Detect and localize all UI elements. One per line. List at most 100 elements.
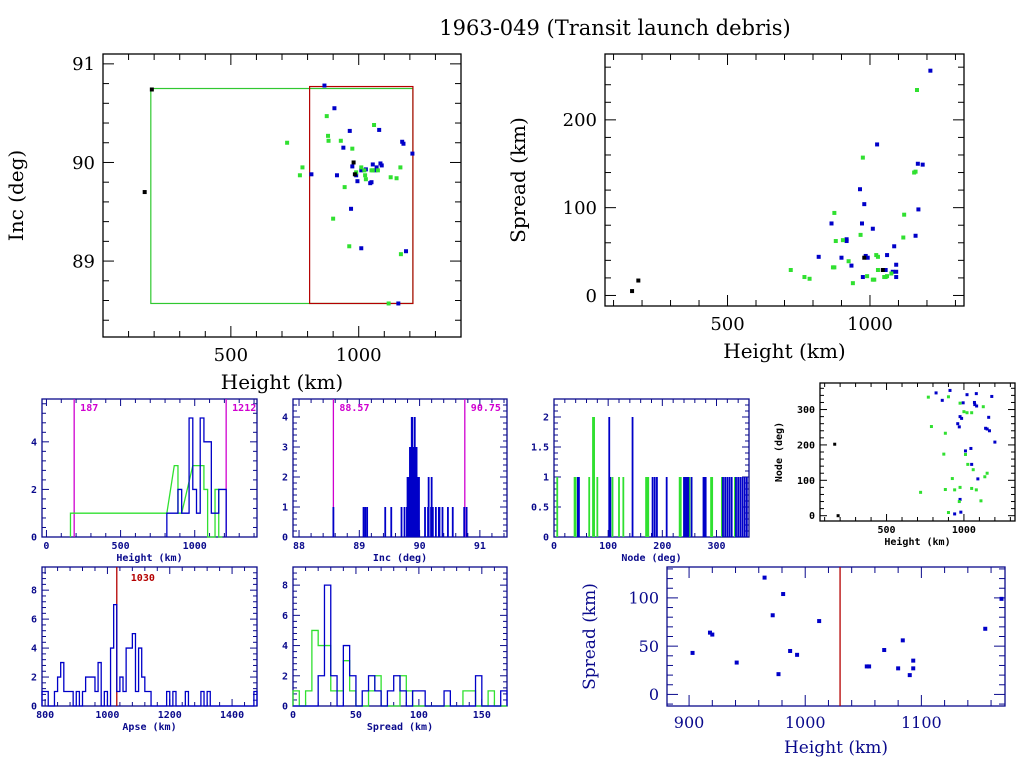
data-point-green — [297, 173, 302, 178]
data-point-green — [943, 431, 947, 435]
histogram-bar-green — [592, 417, 594, 537]
y-tick-label: 4 — [31, 437, 37, 448]
histogram-bar-blue — [653, 477, 656, 537]
histogram-bar-green — [618, 477, 620, 537]
x-tick-label: 500 — [710, 314, 744, 335]
histogram-bar-green — [573, 477, 576, 537]
y-tick-label: 6 — [282, 611, 288, 622]
data-point-blue — [322, 83, 327, 88]
y-tick-label: 0 — [31, 533, 37, 544]
data-point-green — [370, 168, 375, 173]
x-tick-label: 1000 — [952, 525, 976, 536]
data-point-blue — [975, 404, 979, 408]
plot-frame — [666, 566, 1006, 707]
data-point-green — [985, 471, 989, 475]
data-point-blue — [690, 650, 695, 655]
y-tick-label: 1 — [543, 473, 549, 484]
histogram-bar-green — [679, 477, 682, 537]
data-point-blue — [920, 162, 925, 167]
data-point-green — [958, 401, 962, 405]
x-tick-label: 1000 — [847, 314, 893, 335]
histogram-bar-blue — [724, 477, 727, 537]
spread-histogram: 0 50 100 150 0 2 4 6 8 Spread (km) — [282, 566, 508, 733]
y-tick-label: 1.5 — [531, 443, 549, 454]
marker-label: 1030 — [131, 573, 155, 584]
histogram-bar-blue — [390, 507, 393, 537]
spread-vs-height-zoom-plot: 900 1000 1100 0 50 100 Height (km) Spread (km) — [580, 566, 1006, 758]
histogram-bar-blue — [684, 477, 686, 537]
data-point-green — [970, 411, 974, 415]
data-point-blue — [885, 253, 890, 258]
y-tick-label: 0 — [543, 533, 549, 544]
y-axis-label: Spread (km) — [506, 117, 530, 243]
data-point-blue — [896, 666, 901, 671]
data-point-green — [983, 475, 987, 479]
histogram-bar-blue — [463, 507, 466, 537]
data-point-green — [802, 275, 807, 280]
x-axis-label: Height (km) — [723, 339, 845, 363]
histogram-blue — [41, 603, 258, 707]
data-point-green — [965, 411, 969, 415]
histogram-bar-blue — [739, 477, 742, 537]
data-point-green — [885, 274, 890, 279]
data-point-green — [363, 177, 368, 182]
plot-frame — [102, 53, 462, 338]
data-point-blue — [953, 512, 957, 516]
histogram-bar-blue — [685, 477, 688, 537]
data-point-green — [832, 265, 837, 270]
data-point-blue — [915, 161, 920, 166]
data-point-green — [962, 410, 966, 414]
data-point-blue — [957, 425, 961, 429]
data-point-blue — [781, 592, 786, 597]
histogram-bar-blue — [704, 477, 707, 537]
data-point-blue — [849, 263, 854, 268]
data-point-black — [833, 442, 837, 446]
data-point-blue — [860, 275, 865, 280]
data-point-black — [352, 172, 357, 177]
x-tick-label: 1200 — [158, 710, 182, 721]
histogram-bar-green — [556, 477, 559, 537]
node-histogram: 0 100 200 300 0 0.5 1 1.5 2 Node (deg) — [531, 398, 750, 564]
data-point-blue — [355, 179, 360, 184]
data-point-green — [875, 254, 880, 259]
data-point-blue — [341, 145, 346, 150]
histogram-bar-blue — [609, 477, 612, 537]
histogram-bar-blue — [411, 417, 414, 537]
y-tick-label: 0 — [282, 702, 288, 713]
data-point-green — [338, 138, 343, 143]
data-point-blue — [973, 403, 977, 407]
y-tick-label: 6 — [31, 615, 37, 626]
data-point-blue — [911, 658, 916, 663]
histogram-bar-blue — [683, 477, 685, 537]
histogram-bar-blue — [412, 447, 415, 537]
y-tick-label: 0 — [586, 286, 597, 307]
x-tick-label: 300 — [707, 541, 725, 552]
y-tick-label: 100 — [628, 588, 659, 607]
data-point-green — [398, 252, 403, 257]
x-axis-label: Inc (deg) — [373, 553, 427, 564]
histogram-bar-green — [596, 477, 599, 537]
data-point-blue — [948, 388, 952, 392]
data-point-blue — [963, 449, 967, 453]
data-point-blue — [858, 187, 863, 192]
histogram-bar-blue — [447, 507, 449, 537]
data-point-blue — [883, 268, 888, 272]
histogram-bar-blue — [424, 507, 426, 537]
data-point-green — [362, 168, 367, 173]
data-point-blue — [349, 206, 354, 211]
apse-histogram: 800 1000 1200 1400 0 2 4 6 8 Apse (km) 1030 — [31, 566, 258, 733]
data-point-green — [347, 244, 352, 249]
data-point-green — [331, 216, 336, 221]
x-axis-label: Node (deg) — [621, 553, 681, 564]
data-point-blue — [844, 239, 849, 244]
data-point-green — [889, 271, 894, 276]
data-point-green — [858, 232, 863, 237]
data-point-green — [981, 405, 985, 409]
data-point-green — [398, 165, 403, 170]
x-tick-label: 90 — [414, 541, 426, 552]
y-tick-label: 4 — [282, 413, 288, 424]
data-point-blue — [370, 162, 375, 167]
data-point-blue — [862, 202, 867, 207]
data-point-black — [630, 289, 635, 294]
data-point-blue — [859, 221, 864, 226]
